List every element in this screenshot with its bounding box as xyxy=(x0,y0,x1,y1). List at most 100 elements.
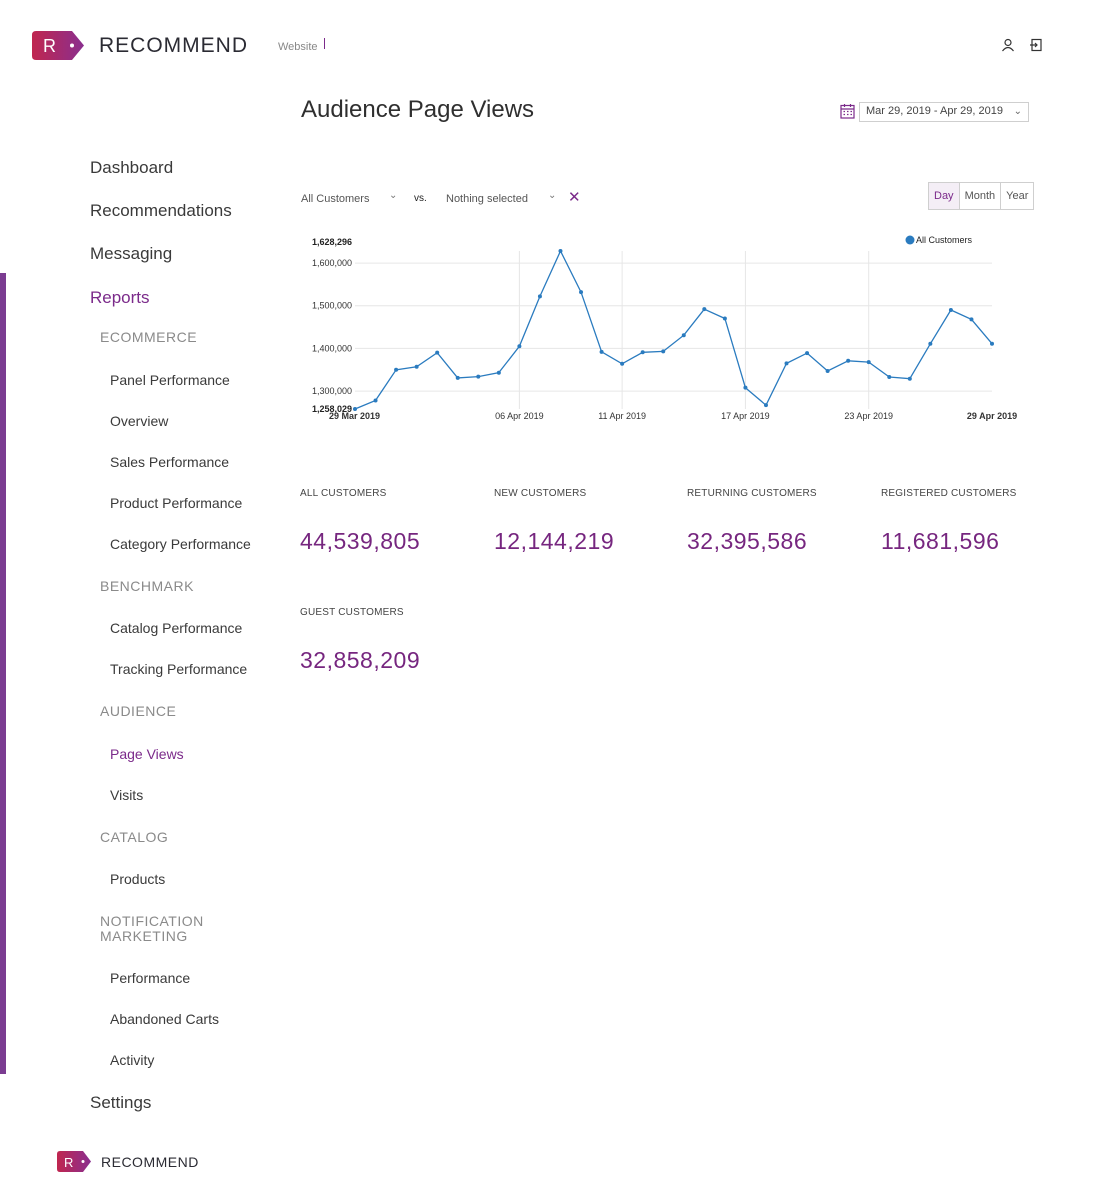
logo-letter: R xyxy=(43,36,56,56)
stat-label-all-customers: ALL CUSTOMERS xyxy=(300,488,387,499)
section-ecommerce: ECOMMERCE xyxy=(100,329,198,345)
section-audience: AUDIENCE xyxy=(100,703,177,719)
data-point xyxy=(990,341,994,346)
nav-recommendations[interactable]: Recommendations xyxy=(90,201,232,220)
data-point xyxy=(537,294,542,299)
nav-reports[interactable]: Reports xyxy=(90,288,150,307)
nav-catalog-performance[interactable]: Catalog Performance xyxy=(110,620,243,636)
data-point xyxy=(455,375,460,380)
data-point xyxy=(558,249,563,253)
nav-panel-performance[interactable]: Panel Performance xyxy=(110,372,230,388)
user-icon[interactable] xyxy=(1001,38,1015,52)
logout-icon[interactable] xyxy=(1029,38,1043,52)
sidebar-accent-bar xyxy=(0,273,6,1074)
data-point xyxy=(353,407,357,411)
compare-segment-select[interactable]: Nothing selected xyxy=(446,193,528,205)
nav-products[interactable]: Products xyxy=(110,871,166,887)
y-tick-label: 1,600,000 xyxy=(312,258,352,268)
data-point xyxy=(435,350,440,355)
section-benchmark: BENCHMARK xyxy=(100,578,194,594)
data-point xyxy=(640,350,645,355)
primary-segment-select[interactable]: All Customers xyxy=(301,193,370,205)
x-tick-label: 17 Apr 2019 xyxy=(721,411,770,421)
legend-marker-all-customers xyxy=(905,235,915,245)
stat-value-guest-customers: 32,858,209 xyxy=(300,647,421,673)
date-range-value: Mar 29, 2019 - Apr 29, 2019 xyxy=(866,105,1003,117)
data-point xyxy=(907,376,912,381)
data-point xyxy=(394,367,399,372)
date-range-picker[interactable]: Mar 29, 2019 - Apr 29, 2019 ⌄ xyxy=(859,102,1029,122)
data-point xyxy=(805,351,810,356)
nav-sales-performance[interactable]: Sales Performance xyxy=(110,454,230,470)
data-point xyxy=(681,333,686,338)
nav-dashboard[interactable]: Dashboard xyxy=(90,158,174,177)
nav-abandoned-carts[interactable]: Abandoned Carts xyxy=(110,1011,219,1027)
section-catalog: CATALOG xyxy=(100,829,169,845)
y-tick-label: 1,500,000 xyxy=(312,301,352,311)
y-max-label: 1,628,296 xyxy=(312,237,352,247)
logo-badge[interactable]: R xyxy=(32,31,84,60)
chevron-down-icon: ⌄ xyxy=(1013,106,1022,117)
data-point xyxy=(887,375,892,380)
x-tick-label: 29 Apr 2019 xyxy=(967,411,1017,421)
data-point xyxy=(763,403,768,408)
granularity-year-button[interactable]: Year xyxy=(1006,190,1029,202)
data-point xyxy=(414,364,419,369)
calendar-icon[interactable] xyxy=(840,103,855,119)
footer-logo-badge: R xyxy=(57,1151,91,1172)
data-point xyxy=(579,290,584,295)
chevron-down-icon[interactable]: ⌄ xyxy=(548,190,557,201)
nav-nm-performance[interactable]: Performance xyxy=(110,970,191,986)
granularity-month-button[interactable]: Month xyxy=(960,183,1002,209)
x-tick-label: 29 Mar 2019 xyxy=(329,411,380,421)
stat-label-returning-customers: RETURNING CUSTOMERS xyxy=(687,488,817,499)
nav-settings[interactable]: Settings xyxy=(90,1093,152,1112)
granularity-day-button[interactable]: Day xyxy=(929,183,960,209)
data-point xyxy=(928,341,933,346)
clear-comparison-icon[interactable]: ✕ xyxy=(568,189,581,206)
stat-label-registered-customers: REGISTERED CUSTOMERS xyxy=(881,488,1017,499)
nav-visits[interactable]: Visits xyxy=(110,787,144,803)
data-point xyxy=(846,358,851,363)
y-min-label: 1,258,029 xyxy=(312,404,352,414)
x-tick-label: 06 Apr 2019 xyxy=(495,411,544,421)
stat-label-guest-customers: GUEST CUSTOMERS xyxy=(300,607,404,618)
nav-overview[interactable]: Overview xyxy=(110,413,169,429)
section-notification-marketing: NOTIFICATION MARKETING xyxy=(100,913,204,944)
brand-name: RECOMMEND xyxy=(99,34,248,57)
page-views-chart: 1,300,000 1,400,000 1,500,000 1,600,000 1,62… xyxy=(312,235,1017,421)
data-point xyxy=(620,361,625,366)
data-point xyxy=(866,360,871,365)
y-tick-label: 1,400,000 xyxy=(312,343,352,353)
data-point xyxy=(373,398,378,403)
vs-label: vs. xyxy=(414,193,427,204)
stat-value-new-customers: 12,144,219 xyxy=(494,528,615,554)
data-point xyxy=(599,349,604,354)
chevron-down-icon[interactable]: ⌄ xyxy=(389,190,398,201)
nav-tracking-performance[interactable]: Tracking Performance xyxy=(110,661,248,677)
data-point xyxy=(948,308,953,313)
x-tick-label: 23 Apr 2019 xyxy=(844,411,893,421)
footer-logo-letter: R xyxy=(64,1155,73,1170)
nav-page-views[interactable]: Page Views xyxy=(110,746,184,762)
stat-label-new-customers: NEW CUSTOMERS xyxy=(494,488,587,499)
data-point xyxy=(722,316,727,321)
series-line-all-customers xyxy=(354,249,993,410)
site-selector[interactable]: Website xyxy=(278,41,318,53)
nav-messaging[interactable]: Messaging xyxy=(90,244,173,263)
data-point xyxy=(702,307,707,312)
stat-value-all-customers: 44,539,805 xyxy=(300,528,421,554)
nav-product-performance[interactable]: Product Performance xyxy=(110,495,243,511)
stat-value-returning-customers: 32,395,586 xyxy=(687,528,808,554)
footer-brand-name: RECOMMEND xyxy=(101,1154,199,1170)
data-point xyxy=(661,349,666,354)
nav-category-performance[interactable]: Category Performance xyxy=(110,536,251,552)
data-point xyxy=(825,369,830,374)
granularity-toggle: Day Month Year xyxy=(928,182,1035,210)
data-point xyxy=(517,344,522,349)
nav-activity[interactable]: Activity xyxy=(110,1052,155,1068)
data-point xyxy=(784,361,789,366)
legend-label-all-customers: All Customers xyxy=(916,235,973,245)
data-point xyxy=(476,374,481,379)
x-tick-label: 11 Apr 2019 xyxy=(598,411,646,421)
